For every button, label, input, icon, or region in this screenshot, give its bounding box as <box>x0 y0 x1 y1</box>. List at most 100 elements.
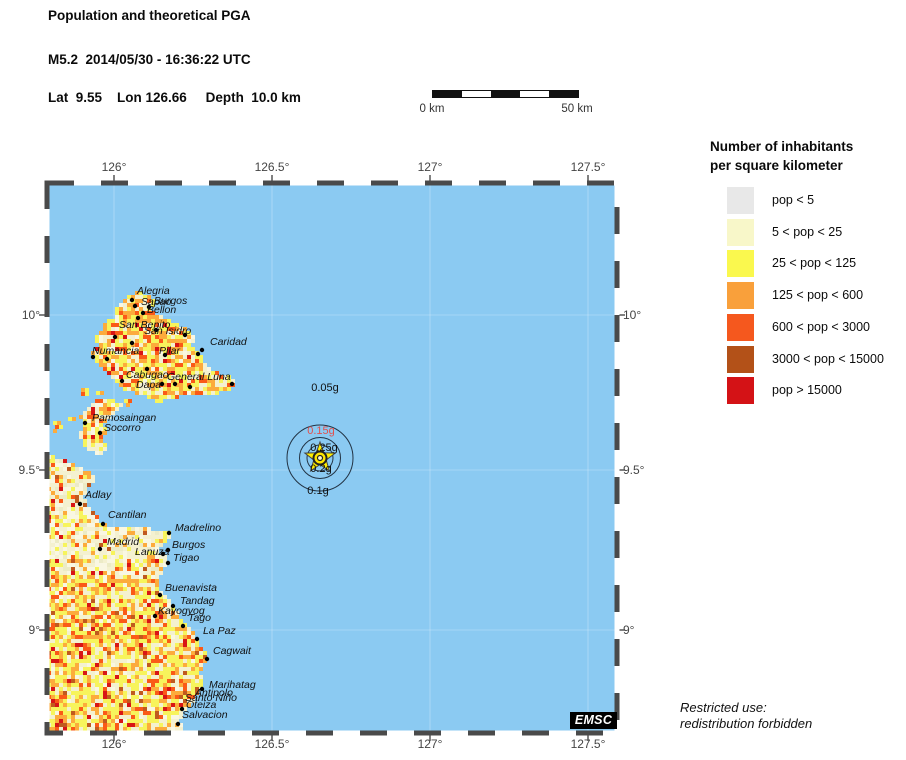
islet-cell <box>53 429 57 433</box>
pga-contour-label: 0.25g <box>310 442 338 454</box>
town-label: Salvacion <box>182 709 228 721</box>
map-title: Population and theoretical PGA <box>48 8 251 23</box>
legend-swatch <box>727 250 754 277</box>
population-legend: Number of inhabitants per square kilomet… <box>710 137 900 487</box>
pga-contour-label: 0.2g <box>310 463 331 475</box>
map-canvas: Alegria Sapao Burgos Bellon San Benito San Is… <box>39 175 625 741</box>
legend-label: 5 < pop < 25 <box>772 225 843 239</box>
town-dot <box>195 351 201 357</box>
pga-contour-circle <box>286 424 354 492</box>
town-dot <box>152 613 158 619</box>
islet-cell <box>72 417 76 421</box>
town-dot <box>100 521 106 527</box>
pga-contour-label: 0.1g <box>307 485 328 497</box>
legend-label: 25 < pop < 125 <box>772 256 857 270</box>
legend-swatch <box>727 377 754 404</box>
town-label: Marihatag <box>209 679 256 691</box>
town-dot <box>229 381 235 387</box>
axis-label-left: 10° <box>21 308 40 322</box>
islet-cell <box>59 425 63 429</box>
town-dot <box>165 560 171 566</box>
legend-label: 125 < pop < 600 <box>772 288 864 302</box>
town-label: Oteiza <box>186 699 217 711</box>
town-dot <box>144 366 150 372</box>
town-dot <box>132 303 138 309</box>
axis-label-top: 126° <box>101 160 127 174</box>
islet-cell <box>128 399 132 403</box>
islet-cell <box>85 388 89 392</box>
town-dot <box>112 334 118 340</box>
town-label: San Isidro <box>144 325 191 337</box>
restricted-use-note: Restricted use: redistribution forbidden <box>680 700 812 731</box>
town-label: Tandag <box>180 595 215 607</box>
town-dot <box>166 530 172 536</box>
town-dot <box>104 356 110 362</box>
town-dot <box>172 381 178 387</box>
axis-label-bottom: 126.5° <box>254 737 290 751</box>
emsc-watermark: EMSC <box>570 712 617 729</box>
town-dot <box>153 327 159 333</box>
town-label: Santo Niño <box>185 692 237 704</box>
town-dot <box>199 686 205 692</box>
restricted-line1: Restricted use: <box>680 700 767 715</box>
town-dot <box>97 430 103 436</box>
legend-label: 600 < pop < 3000 <box>772 320 871 334</box>
islet-cell <box>85 392 89 396</box>
town-dot <box>129 340 135 346</box>
legend-swatch <box>727 282 754 309</box>
islet-cell <box>100 391 104 395</box>
scale-bar-start-label: 0 km <box>419 103 445 115</box>
town-label: Alegria <box>136 285 170 297</box>
town-label: Cagwait <box>213 645 252 657</box>
town-label: Adlay <box>84 489 112 501</box>
islet-cell <box>53 421 57 425</box>
town-dot <box>160 551 166 557</box>
pga-contour-label: 0.15g <box>307 425 335 437</box>
town-label: Tago <box>188 612 211 624</box>
legend-label: pop < 5 <box>772 193 815 207</box>
town-label: Burgos <box>172 539 206 551</box>
town-dot <box>165 547 171 553</box>
town-dot <box>159 381 165 387</box>
event-location: Lat 9.55 Lon 126.66 Depth 10.0 km <box>48 90 301 105</box>
event-info: M5.2 2014/05/30 - 16:36:22 UTC <box>48 52 251 67</box>
town-label: General Luna <box>167 371 231 383</box>
town-dot <box>157 592 163 598</box>
axis-label-bottom: 126° <box>101 737 127 751</box>
town-dot <box>182 332 188 338</box>
town-dot <box>135 315 141 321</box>
town-dot <box>77 501 83 507</box>
islet-cell <box>81 388 85 392</box>
town-label: Buenavista <box>165 582 217 594</box>
town-dot <box>119 378 125 384</box>
town-label: Bellon <box>147 304 176 316</box>
axis-label-top: 127.5° <box>570 160 606 174</box>
islet-cell <box>68 417 72 421</box>
map-frame <box>44 180 620 736</box>
town-label: Sapao <box>141 296 172 308</box>
town-label: Tigao <box>173 552 199 564</box>
town-label: Lanuza <box>135 546 170 558</box>
town-label: Caridad <box>210 336 248 348</box>
islet-cell <box>96 391 100 395</box>
axis-label-left: 9.5° <box>18 463 40 477</box>
town-dot <box>170 603 176 609</box>
pga-contour-label: 0.05g <box>311 382 339 394</box>
scale-bar-end-label: 50 km <box>561 103 593 115</box>
town-label: Pilar <box>159 345 181 357</box>
town-label: Pamosaingan <box>92 412 156 424</box>
town-dot <box>140 310 146 316</box>
axis-label-top: 127° <box>417 160 443 174</box>
town-dot <box>90 354 96 360</box>
axis-label-right: 9° <box>623 623 635 637</box>
town-dot <box>204 656 210 662</box>
town-label: Madrid <box>107 536 140 548</box>
town-label: Cabugao <box>126 369 169 381</box>
islet-cell <box>55 425 59 429</box>
legend-swatch <box>727 346 754 373</box>
town-label: La Paz <box>203 625 236 637</box>
legend-swatch <box>727 314 754 341</box>
mainland-population-grid <box>47 455 207 731</box>
